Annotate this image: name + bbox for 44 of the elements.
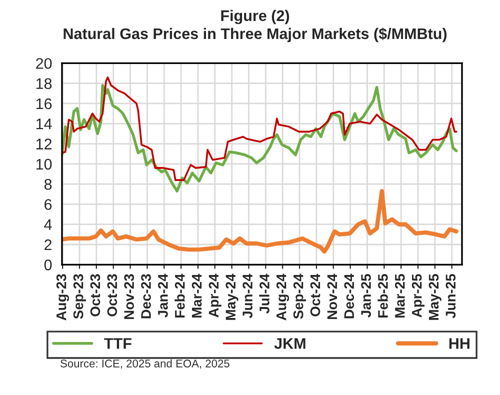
x-tick-label: Mar-24 [192, 274, 202, 318]
x-tick-label: Jul-24 [259, 274, 270, 314]
x-tick-label: Apr-24 [208, 274, 222, 318]
y-tick-label: 10 [36, 158, 52, 170]
x-tick-label: Mar-25 [394, 274, 405, 318]
y-tick-label: 0 [44, 260, 52, 270]
y-tick-label: 14 [36, 118, 52, 130]
legend-label: HH [449, 338, 470, 349]
x-tick-label: Dec-24 [344, 274, 354, 318]
y-tick-label: 20 [36, 58, 52, 69]
x-tick-label: Jun-24 [242, 274, 252, 318]
x-tick-label: Apr-25 [412, 274, 424, 318]
x-tick-label: Jan-24 [158, 274, 168, 318]
x-tick-label: Sep-24 [293, 274, 306, 319]
line-series [62, 189, 458, 254]
x-tick-label: Oct-24 [310, 274, 320, 316]
y-tick-label: 12 [36, 138, 52, 150]
x-tick-label: Dec-23 [141, 274, 151, 318]
x-tick-label: Oct-23 [90, 274, 100, 316]
y-tick-label: 16 [36, 98, 52, 110]
x-tick-label: Sep-23 [73, 274, 86, 319]
x-tick-label: Jan-25 [361, 274, 371, 318]
x-tick-label: Aug-23 [56, 274, 70, 320]
line-series [62, 76, 458, 181]
y-tick-label: 8 [44, 178, 52, 190]
legend-label: JKM [274, 338, 306, 349]
source-note: Source: ICE, 2025 and EOA, 2025 [60, 359, 230, 369]
x-tick-label: Jun-25 [446, 274, 456, 318]
x-tick-label: Nov-23 [124, 274, 134, 320]
x-tick-label: May-25 [428, 274, 442, 320]
legend-label: TTF [104, 338, 132, 349]
x-tick-label: Nov-24 [327, 274, 338, 320]
y-tick-label: 4 [44, 219, 52, 230]
line-series [62, 84, 458, 193]
x-tick-label: May-24 [226, 274, 238, 320]
y-tick-label: 2 [44, 239, 52, 250]
y-tick-label: 18 [36, 78, 52, 90]
y-tick-label: 6 [44, 199, 52, 210]
chart-title: Figure (2) [221, 10, 290, 24]
x-tick-label: Aug-24 [276, 274, 290, 320]
x-tick-label: Oct-23 [107, 274, 118, 316]
x-tick-label: Feb-25 [378, 274, 388, 318]
x-tick-label: Feb-24 [174, 274, 185, 318]
chart-subtitle: Natural Gas Prices in Three Major Markets ($/MMBtu) [64, 28, 447, 42]
